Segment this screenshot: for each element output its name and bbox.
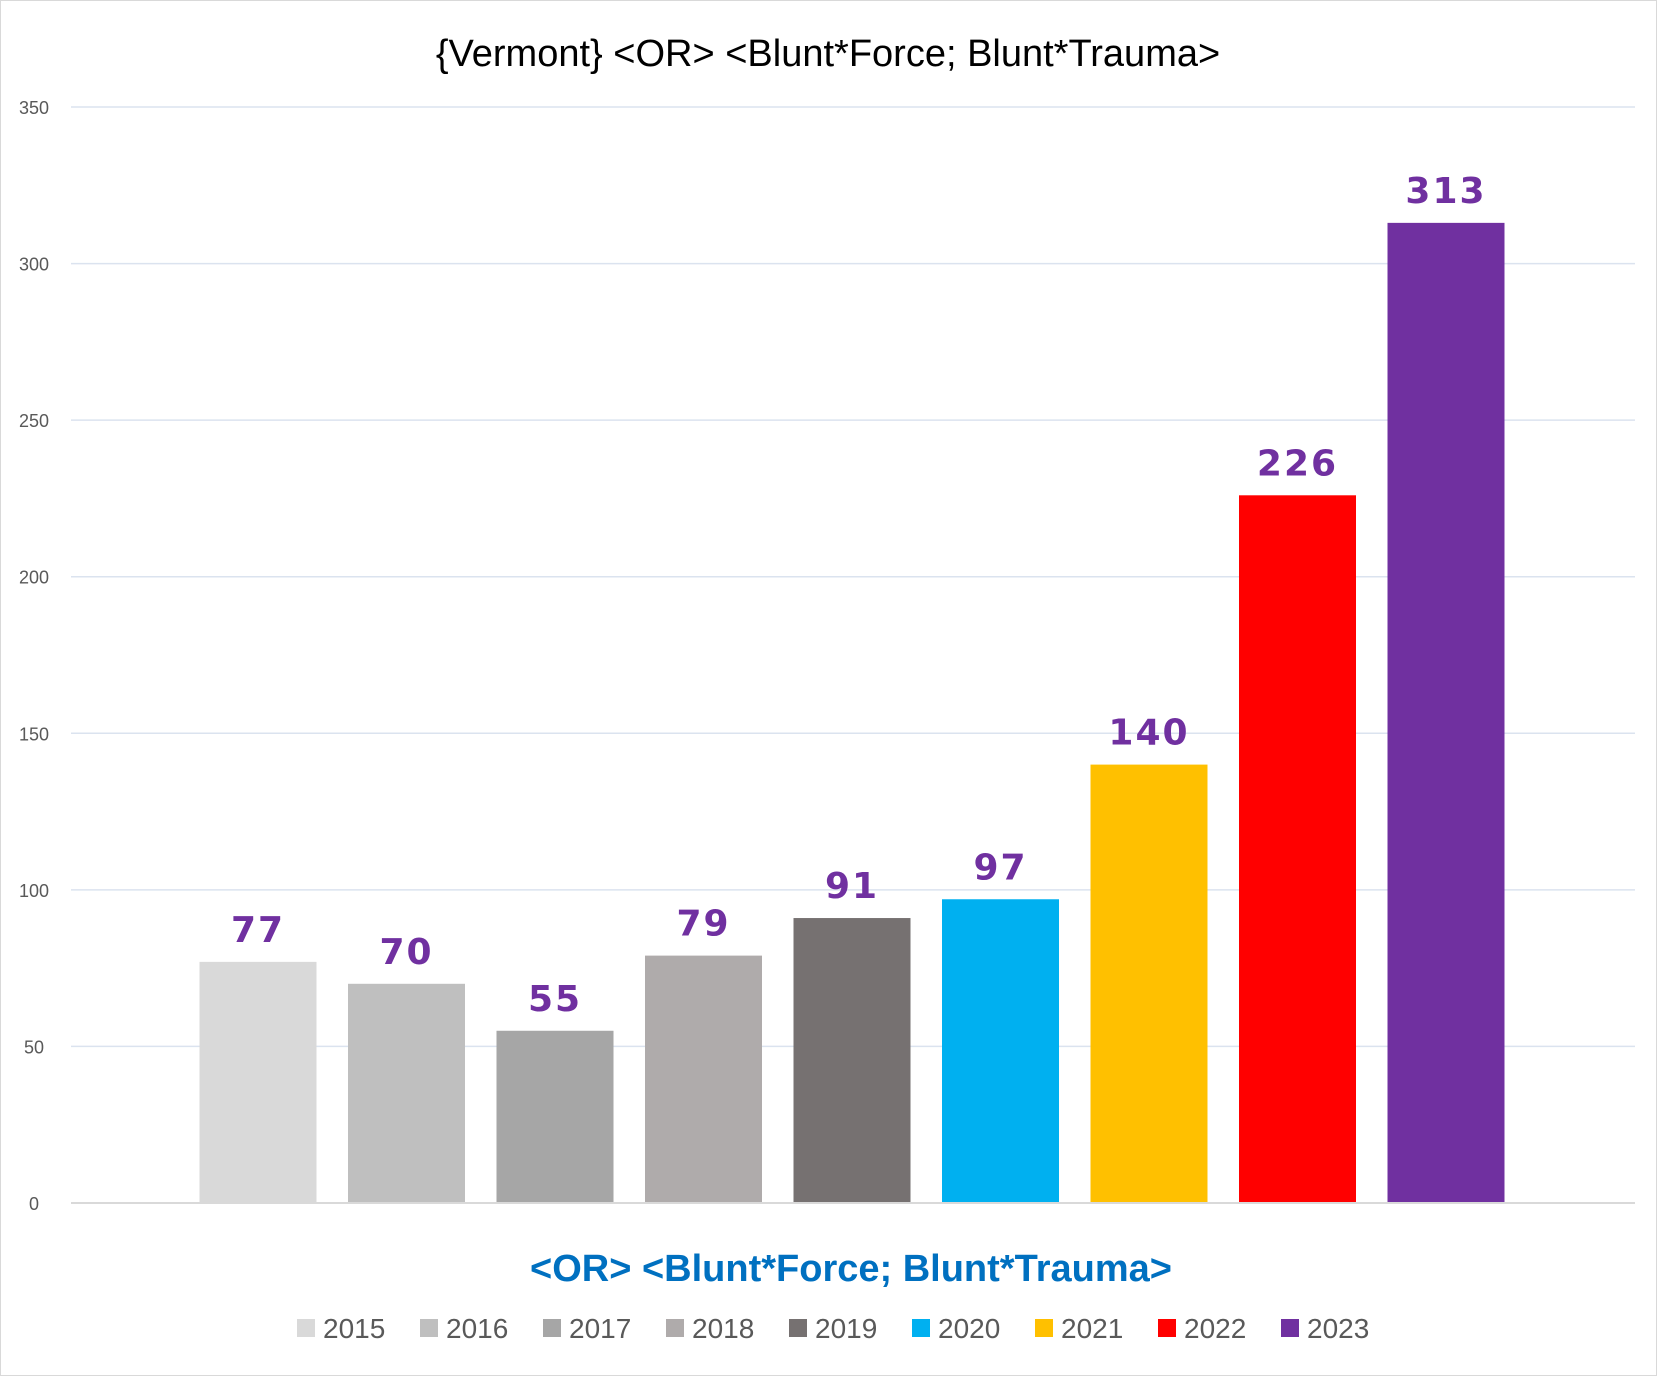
legend-item-2018: 2018: [666, 1313, 754, 1344]
legend-label: 2015: [323, 1313, 385, 1344]
legend-swatch: [297, 1319, 315, 1337]
y-tick-label: 250: [19, 411, 49, 431]
legend-label: 2017: [569, 1313, 631, 1344]
legend-item-2016: 2016: [420, 1313, 508, 1344]
bar-2020: [942, 899, 1059, 1203]
data-label-2022: 226: [1257, 443, 1338, 484]
legend-swatch: [789, 1319, 807, 1337]
legend-item-2015: 2015: [297, 1313, 385, 1344]
bar-2016: [348, 983, 465, 1203]
legend-swatch: [1035, 1319, 1053, 1337]
legend-label: 2016: [446, 1313, 508, 1344]
legend: 2015 2016 2017 2018 2019 2020 2021 2022 2023: [297, 1313, 1369, 1344]
bar-2022: [1239, 495, 1356, 1204]
data-label-2015: 77: [231, 910, 285, 951]
data-label-2016: 70: [379, 932, 433, 973]
legend-item-2017: 2017: [543, 1313, 631, 1344]
data-label-2018: 79: [676, 904, 730, 945]
legend-item-2022: 2022: [1158, 1313, 1246, 1344]
data-label-2023: 313: [1405, 171, 1486, 212]
legend-swatch: [666, 1319, 684, 1337]
y-tick-label: 50: [24, 1037, 44, 1057]
data-label-2021: 140: [1108, 713, 1189, 754]
y-tick-label: 0: [29, 1194, 39, 1214]
legend-label: 2020: [938, 1313, 1000, 1344]
legend-swatch: [1158, 1319, 1176, 1337]
y-axis-ticks: 0 50 100 150 200 250 300 350: [19, 98, 49, 1214]
bars: [199, 222, 1505, 1204]
gridlines: [71, 106, 1635, 1048]
y-tick-label: 100: [19, 881, 49, 901]
y-tick-label: 150: [19, 724, 49, 744]
bar-2017: [496, 1030, 614, 1203]
y-tick-label: 200: [19, 568, 49, 588]
y-tick-label: 350: [19, 98, 49, 118]
legend-item-2023: 2023: [1281, 1313, 1369, 1344]
bar-2018: [645, 955, 762, 1203]
legend-label: 2021: [1061, 1313, 1123, 1344]
legend-swatch: [912, 1319, 930, 1337]
legend-item-2021: 2021: [1035, 1313, 1123, 1344]
legend-item-2020: 2020: [912, 1313, 1000, 1344]
legend-item-2019: 2019: [789, 1313, 877, 1344]
bar-2015: [199, 961, 317, 1203]
legend-swatch: [420, 1319, 438, 1337]
data-labels: 77 70 55 79 91 97 140 226 313: [231, 171, 1486, 1020]
legend-swatch: [543, 1319, 561, 1337]
x-axis-label: <OR> <Blunt*Force; Blunt*Trauma>: [530, 1248, 1172, 1290]
data-label-2017: 55: [528, 979, 582, 1020]
data-label-2020: 97: [973, 847, 1027, 888]
bar-2019: [793, 918, 911, 1203]
legend-label: 2022: [1184, 1313, 1246, 1344]
legend-swatch: [1281, 1319, 1299, 1337]
legend-label: 2019: [815, 1313, 877, 1344]
data-label-2019: 91: [825, 866, 879, 907]
bar-2023: [1387, 222, 1505, 1203]
bar-2021: [1090, 764, 1208, 1203]
y-tick-label: 300: [19, 255, 49, 275]
legend-label: 2023: [1307, 1313, 1369, 1344]
legend-label: 2018: [692, 1313, 754, 1344]
chart-title: {Vermont} <OR> <Blunt*Force; Blunt*Traum…: [436, 33, 1220, 75]
